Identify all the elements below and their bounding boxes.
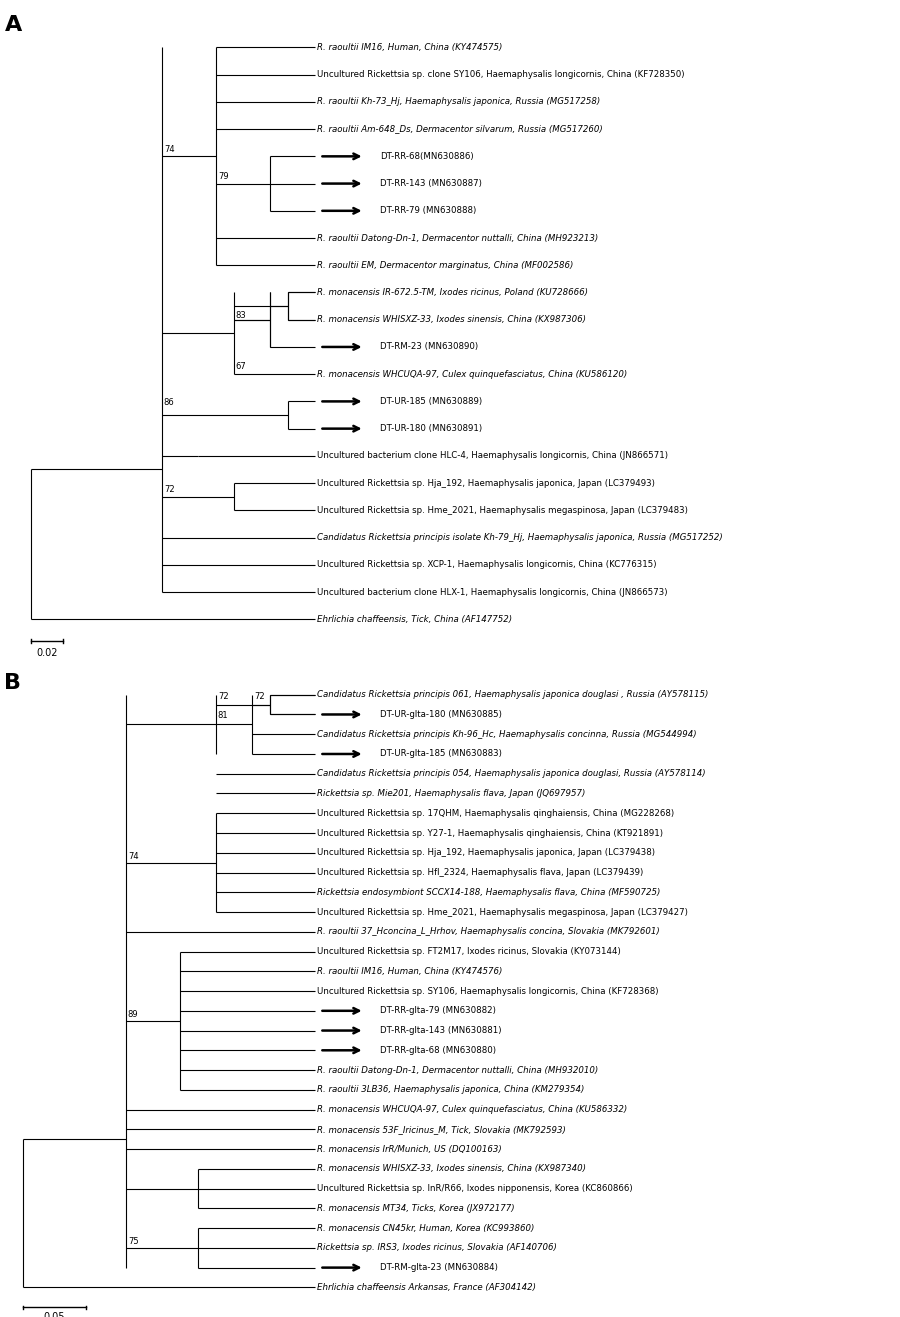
Text: DT-UR-glta-180 (MN630885): DT-UR-glta-180 (MN630885) xyxy=(380,710,501,719)
Text: R. raoultii EM, Dermacentor marginatus, China (MF002586): R. raoultii EM, Dermacentor marginatus, … xyxy=(317,261,573,270)
Text: DT-RM-glta-23 (MN630884): DT-RM-glta-23 (MN630884) xyxy=(380,1263,498,1272)
Text: R. monacensis IrR/Munich, US (DQ100163): R. monacensis IrR/Munich, US (DQ100163) xyxy=(317,1144,501,1154)
Text: DT-UR-185 (MN630889): DT-UR-185 (MN630889) xyxy=(380,396,482,406)
Text: R. monacensis WHISXZ-33, Ixodes sinensis, China (KX987340): R. monacensis WHISXZ-33, Ixodes sinensis… xyxy=(317,1164,586,1173)
Text: Candidatus Rickettsia principis Kh-96_Hc, Haemaphysalis concinna, Russia (MG5449: Candidatus Rickettsia principis Kh-96_Hc… xyxy=(317,730,697,739)
Text: 81: 81 xyxy=(218,711,229,720)
Text: 75: 75 xyxy=(128,1237,139,1246)
Text: B: B xyxy=(4,673,22,693)
Text: R. raoultii IM16, Human, China (KY474575): R. raoultii IM16, Human, China (KY474575… xyxy=(317,43,502,51)
Text: R. monacensis WHISXZ-33, Ixodes sinensis, China (KX987306): R. monacensis WHISXZ-33, Ixodes sinensis… xyxy=(317,315,586,324)
Text: Rickettsia sp. Mie201, Haemaphysalis flava, Japan (JQ697957): Rickettsia sp. Mie201, Haemaphysalis fla… xyxy=(317,789,585,798)
Text: R. raoultii IM16, Human, China (KY474576): R. raoultii IM16, Human, China (KY474576… xyxy=(317,967,502,976)
Text: Uncultured Rickettsia sp. FT2M17, Ixodes ricinus, Slovakia (KY073144): Uncultured Rickettsia sp. FT2M17, Ixodes… xyxy=(317,947,621,956)
Text: Uncultured Rickettsia sp. Hja_192, Haemaphysalis japonica, Japan (LC379493): Uncultured Rickettsia sp. Hja_192, Haema… xyxy=(317,478,654,487)
Text: Uncultured Rickettsia sp. Hfl_2324, Haemaphysalis flava, Japan (LC379439): Uncultured Rickettsia sp. Hfl_2324, Haem… xyxy=(317,868,643,877)
Text: Uncultured Rickettsia sp. Hme_2021, Haemaphysalis megaspinosa, Japan (LC379483): Uncultured Rickettsia sp. Hme_2021, Haem… xyxy=(317,506,688,515)
Text: R. raoultii Datong-Dn-1, Dermacentor nuttalli, China (MH923213): R. raoultii Datong-Dn-1, Dermacentor nut… xyxy=(317,233,598,242)
Text: Ehrlichia chaffeensis Arkansas, France (AF304142): Ehrlichia chaffeensis Arkansas, France (… xyxy=(317,1283,536,1292)
Text: Uncultured Rickettsia sp. SY106, Haemaphysalis longicornis, China (KF728368): Uncultured Rickettsia sp. SY106, Haemaph… xyxy=(317,986,658,996)
Text: Uncultured Rickettsia sp. Hme_2021, Haemaphysalis megaspinosa, Japan (LC379427): Uncultured Rickettsia sp. Hme_2021, Haem… xyxy=(317,907,688,917)
Text: 79: 79 xyxy=(218,171,229,180)
Text: Uncultured bacterium clone HLC-4, Haemaphysalis longicornis, China (JN866571): Uncultured bacterium clone HLC-4, Haemap… xyxy=(317,452,668,461)
Text: Rickettsia sp. IRS3, Ixodes ricinus, Slovakia (AF140706): Rickettsia sp. IRS3, Ixodes ricinus, Slo… xyxy=(317,1243,557,1252)
Text: Uncultured Rickettsia sp. InR/R66, Ixodes nipponensis, Korea (KC860866): Uncultured Rickettsia sp. InR/R66, Ixode… xyxy=(317,1184,633,1193)
Text: R. monacensis CN45kr, Human, Korea (KC993860): R. monacensis CN45kr, Human, Korea (KC99… xyxy=(317,1223,535,1233)
Text: DT-RM-23 (MN630890): DT-RM-23 (MN630890) xyxy=(380,342,478,352)
Text: 74: 74 xyxy=(128,852,139,861)
Text: Candidatus Rickettsia principis isolate Kh-79_Hj, Haemaphysalis japonica, Russia: Candidatus Rickettsia principis isolate … xyxy=(317,533,723,543)
Text: 0.05: 0.05 xyxy=(43,1312,65,1317)
Text: Ehrlichia chaffeensis, Tick, China (AF147752): Ehrlichia chaffeensis, Tick, China (AF14… xyxy=(317,615,512,624)
Text: R. raoultii 3LB36, Haemaphysalis japonica, China (KM279354): R. raoultii 3LB36, Haemaphysalis japonic… xyxy=(317,1085,584,1094)
Text: DT-UR-glta-185 (MN630883): DT-UR-glta-185 (MN630883) xyxy=(380,749,501,759)
Text: 83: 83 xyxy=(236,311,247,320)
Text: Uncultured bacterium clone HLX-1, Haemaphysalis longicornis, China (JN866573): Uncultured bacterium clone HLX-1, Haemap… xyxy=(317,587,667,597)
Text: Uncultured Rickettsia sp. clone SY106, Haemaphysalis longicornis, China (KF72835: Uncultured Rickettsia sp. clone SY106, H… xyxy=(317,70,684,79)
Text: DT-RR-143 (MN630887): DT-RR-143 (MN630887) xyxy=(380,179,482,188)
Text: 67: 67 xyxy=(236,362,247,371)
Text: Uncultured Rickettsia sp. Y27-1, Haemaphysalis qinghaiensis, China (KT921891): Uncultured Rickettsia sp. Y27-1, Haemaph… xyxy=(317,828,662,838)
Text: Uncultured Rickettsia sp. Hja_192, Haemaphysalis japonica, Japan (LC379438): Uncultured Rickettsia sp. Hja_192, Haema… xyxy=(317,848,655,857)
Text: 72: 72 xyxy=(254,691,265,701)
Text: Candidatus Rickettsia principis 061, Haemaphysalis japonica douglasi , Russia (A: Candidatus Rickettsia principis 061, Hae… xyxy=(317,690,708,699)
Text: 72: 72 xyxy=(218,691,229,701)
Text: A: A xyxy=(4,14,22,34)
Text: R. raoultii Am-648_Ds, Dermacentor silvarum, Russia (MG517260): R. raoultii Am-648_Ds, Dermacentor silva… xyxy=(317,125,603,133)
Text: 74: 74 xyxy=(164,145,175,154)
Text: Candidatus Rickettsia principis 054, Haemaphysalis japonica douglasi, Russia (AY: Candidatus Rickettsia principis 054, Hae… xyxy=(317,769,706,778)
Text: 0.02: 0.02 xyxy=(37,648,58,657)
Text: R. raoultii Datong-Dn-1, Dermacentor nuttalli, China (MH932010): R. raoultii Datong-Dn-1, Dermacentor nut… xyxy=(317,1065,598,1075)
Text: R. monacensis MT34, Ticks, Korea (JX972177): R. monacensis MT34, Ticks, Korea (JX9721… xyxy=(317,1204,515,1213)
Text: Uncultured Rickettsia sp. 17QHM, Haemaphysalis qinghaiensis, China (MG228268): Uncultured Rickettsia sp. 17QHM, Haemaph… xyxy=(317,809,674,818)
Text: R. monacensis IR-672.5-TM, Ixodes ricinus, Poland (KU728666): R. monacensis IR-672.5-TM, Ixodes ricinu… xyxy=(317,288,588,298)
Text: Rickettsia endosymbiont SCCX14-188, Haemaphysalis flava, China (MF590725): Rickettsia endosymbiont SCCX14-188, Haem… xyxy=(317,888,661,897)
Text: DT-RR-glta-79 (MN630882): DT-RR-glta-79 (MN630882) xyxy=(380,1006,496,1015)
Text: R. monacensis 53F_Iricinus_M, Tick, Slovakia (MK792593): R. monacensis 53F_Iricinus_M, Tick, Slov… xyxy=(317,1125,566,1134)
Text: R. raoultii 37_Hconcina_L_Hrhov, Haemaphysalis concina, Slovakia (MK792601): R. raoultii 37_Hconcina_L_Hrhov, Haemaph… xyxy=(317,927,660,936)
Text: DT-RR-79 (MN630888): DT-RR-79 (MN630888) xyxy=(380,207,476,215)
Text: DT-UR-180 (MN630891): DT-UR-180 (MN630891) xyxy=(380,424,482,433)
Text: 86: 86 xyxy=(164,398,175,407)
Text: DT-RR-glta-68 (MN630880): DT-RR-glta-68 (MN630880) xyxy=(380,1046,496,1055)
Text: R. raoultii Kh-73_Hj, Haemaphysalis japonica, Russia (MG517258): R. raoultii Kh-73_Hj, Haemaphysalis japo… xyxy=(317,97,600,107)
Text: DT-RR-glta-143 (MN630881): DT-RR-glta-143 (MN630881) xyxy=(380,1026,501,1035)
Text: Uncultured Rickettsia sp. XCP-1, Haemaphysalis longicornis, China (KC776315): Uncultured Rickettsia sp. XCP-1, Haemaph… xyxy=(317,560,656,569)
Text: 72: 72 xyxy=(164,485,175,494)
Text: 89: 89 xyxy=(128,1010,139,1019)
Text: DT-RR-68(MN630886): DT-RR-68(MN630886) xyxy=(380,151,473,161)
Text: R. monacensis WHCUQA-97, Culex quinquefasciatus, China (KU586332): R. monacensis WHCUQA-97, Culex quinquefa… xyxy=(317,1105,627,1114)
Text: R. monacensis WHCUQA-97, Culex quinquefasciatus, China (KU586120): R. monacensis WHCUQA-97, Culex quinquefa… xyxy=(317,370,627,379)
